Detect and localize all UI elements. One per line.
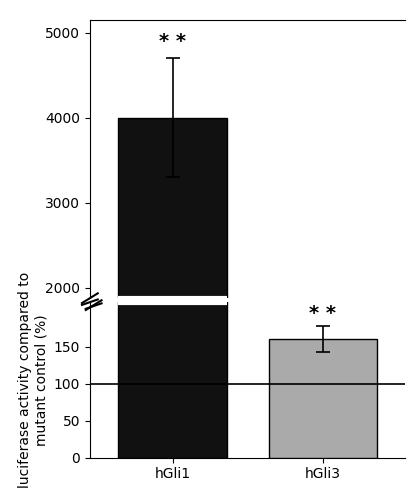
Text: * *: * *	[309, 304, 336, 323]
Y-axis label: luciferase activity compared to
mutant control (%): luciferase activity compared to mutant c…	[18, 272, 48, 488]
Bar	[118, 118, 227, 458]
Text: * *: * *	[159, 32, 186, 50]
Bar	[269, 339, 377, 458]
Bar	[269, 444, 377, 458]
Bar	[118, 0, 227, 458]
